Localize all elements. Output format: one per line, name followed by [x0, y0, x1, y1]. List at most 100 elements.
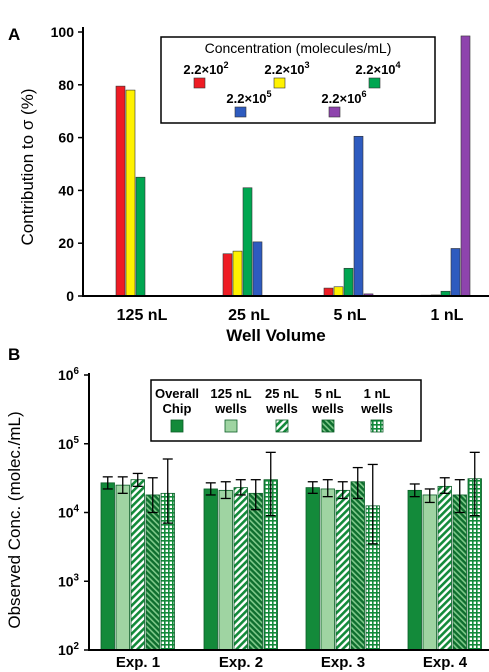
- panel-b-x-tick-label: Exp. 2: [219, 654, 263, 671]
- panel-a-y-tick-label: 40: [58, 182, 74, 198]
- panel-b-bar: [452, 494, 467, 651]
- panel-b-legend-swatch: [275, 419, 289, 433]
- panel-a-bar: [135, 176, 146, 297]
- panel-a-bar: [460, 35, 471, 297]
- tick-base: 10: [58, 573, 74, 589]
- panel-b-x-tick-label: Exp. 1: [116, 654, 160, 671]
- panel-b-bar: [305, 487, 320, 651]
- panel-b-legend-swatch: [321, 419, 335, 433]
- panel-b-bar: [335, 489, 350, 651]
- panel-a-label: A: [8, 25, 20, 44]
- legend-base: 2.2×10: [264, 62, 304, 77]
- panel-a-x-tick-label: 5 nL: [334, 307, 367, 324]
- panel-a-legend-swatch: [234, 106, 247, 118]
- panel-a-bar: [323, 287, 334, 297]
- legend-exponent: 6: [362, 89, 367, 99]
- panel-a-legend-swatch: [273, 77, 286, 89]
- panel-a-bar: [115, 85, 126, 297]
- panel-b-y-tick-label: 102: [58, 641, 80, 658]
- legend-base: 2.2×10: [183, 62, 223, 77]
- panel-b-bar: [437, 485, 452, 651]
- panel-a-legend-swatch: [328, 106, 341, 118]
- panel-a-legend-label: 2.2×102: [183, 60, 228, 77]
- panel-a-bar: [450, 248, 461, 297]
- panel-a-y-tick-label: 100: [51, 24, 75, 40]
- panel-a-bar: [125, 89, 136, 297]
- panel-b-legend-label: wells: [214, 401, 247, 416]
- tick-exponent: 2: [74, 641, 80, 652]
- panel-a: A 0 20 40 60 80 100 Contribution to σ (%) 125…: [8, 24, 489, 345]
- panel-b-y-tick-label: 105: [58, 435, 80, 452]
- tick-exponent: 4: [74, 504, 80, 515]
- tick-base: 10: [58, 436, 74, 452]
- tick-exponent: 5: [74, 435, 80, 446]
- panel-b-y-tick-label: 103: [58, 572, 80, 589]
- tick-base: 10: [58, 642, 74, 658]
- panel-a-legend-swatch: [193, 77, 206, 89]
- panel-a-y-axis-label: Contribution to σ (%): [18, 89, 37, 246]
- panel-a-bar: [252, 241, 263, 297]
- panel-b-bar: [218, 489, 233, 651]
- panel-b-bar: [248, 492, 263, 651]
- panel-b-bars: [100, 451, 482, 651]
- panel-a-legend-label: 2.2×103: [264, 60, 309, 77]
- panel-b-legend-swatch: [170, 419, 184, 433]
- panel-a-bar: [353, 135, 364, 297]
- panel-a-y-ticks: 0 20 40 60 80 100: [51, 24, 83, 304]
- panel-b-bar: [115, 484, 130, 651]
- legend-exponent: 2: [224, 60, 229, 70]
- tick-base: 10: [58, 367, 74, 383]
- panel-b-label: B: [8, 345, 20, 364]
- panel-b-bar: [350, 481, 365, 651]
- panel-a-bar: [343, 267, 354, 297]
- panel-b-y-axis-label: Observed Conc. (molec./mL): [5, 411, 24, 628]
- panel-a-x-tick-label: 25 nL: [228, 307, 270, 324]
- panel-a-legend-label: 2.2×104: [355, 60, 401, 77]
- legend-base: 2.2×10: [226, 91, 266, 106]
- panel-b-legend-label: 5 nL: [315, 386, 342, 401]
- panel-a-legend: Concentration (molecules/mL) 2.2×102 2.2×…: [160, 36, 436, 124]
- panel-b-bar: [130, 479, 145, 651]
- panel-a-legend-box: [160, 36, 436, 124]
- panel-b-legend-swatch: [370, 419, 384, 433]
- panel-b-legend-label: Overall: [155, 386, 199, 401]
- legend-base: 2.2×10: [355, 62, 395, 77]
- panel-b-x-tick-label: Exp. 3: [321, 654, 365, 671]
- panel-a-y-tick-label: 60: [58, 130, 74, 146]
- panel-b-legend-swatch: [224, 419, 238, 433]
- panel-a-y-tick-label: 0: [66, 288, 74, 304]
- panel-a-bar: [333, 286, 344, 297]
- panel-a-x-ticks: 125 nL 25 nL 5 nL 1 nL: [117, 307, 464, 324]
- panel-b-bar: [233, 487, 248, 651]
- panel-b-legend-label: 25 nL: [265, 386, 299, 401]
- panel-b-y-tick-label: 104: [58, 504, 80, 521]
- panel-a-bar: [232, 250, 243, 297]
- tick-base: 10: [58, 505, 74, 521]
- panel-a-legend-swatch: [368, 77, 381, 89]
- panel-a-legend-label: 2.2×106: [321, 89, 366, 106]
- panel-b-legend-label: wells: [311, 401, 344, 416]
- panel-a-bar: [222, 253, 233, 297]
- tick-exponent: 3: [74, 572, 80, 583]
- panel-b-bar: [203, 488, 218, 651]
- panel-a-x-tick-label: 125 nL: [117, 307, 168, 324]
- panel-a-bar: [242, 187, 253, 297]
- panel-a-y-tick-label: 20: [58, 235, 74, 251]
- panel-a-x-axis-label: Well Volume: [226, 326, 326, 345]
- legend-exponent: 4: [396, 60, 402, 70]
- panel-b-bar: [145, 494, 160, 651]
- panel-a-legend-label: 2.2×105: [226, 89, 271, 106]
- panel-b-legend-label: wells: [360, 401, 393, 416]
- legend-base: 2.2×10: [321, 91, 361, 106]
- panel-b-y-tick-label: 106: [58, 366, 80, 383]
- panel-b-legend-label: 125 nL: [210, 386, 251, 401]
- panel-b-legend-label: wells: [265, 401, 298, 416]
- legend-exponent: 3: [305, 60, 310, 70]
- panel-b-bar: [422, 494, 437, 651]
